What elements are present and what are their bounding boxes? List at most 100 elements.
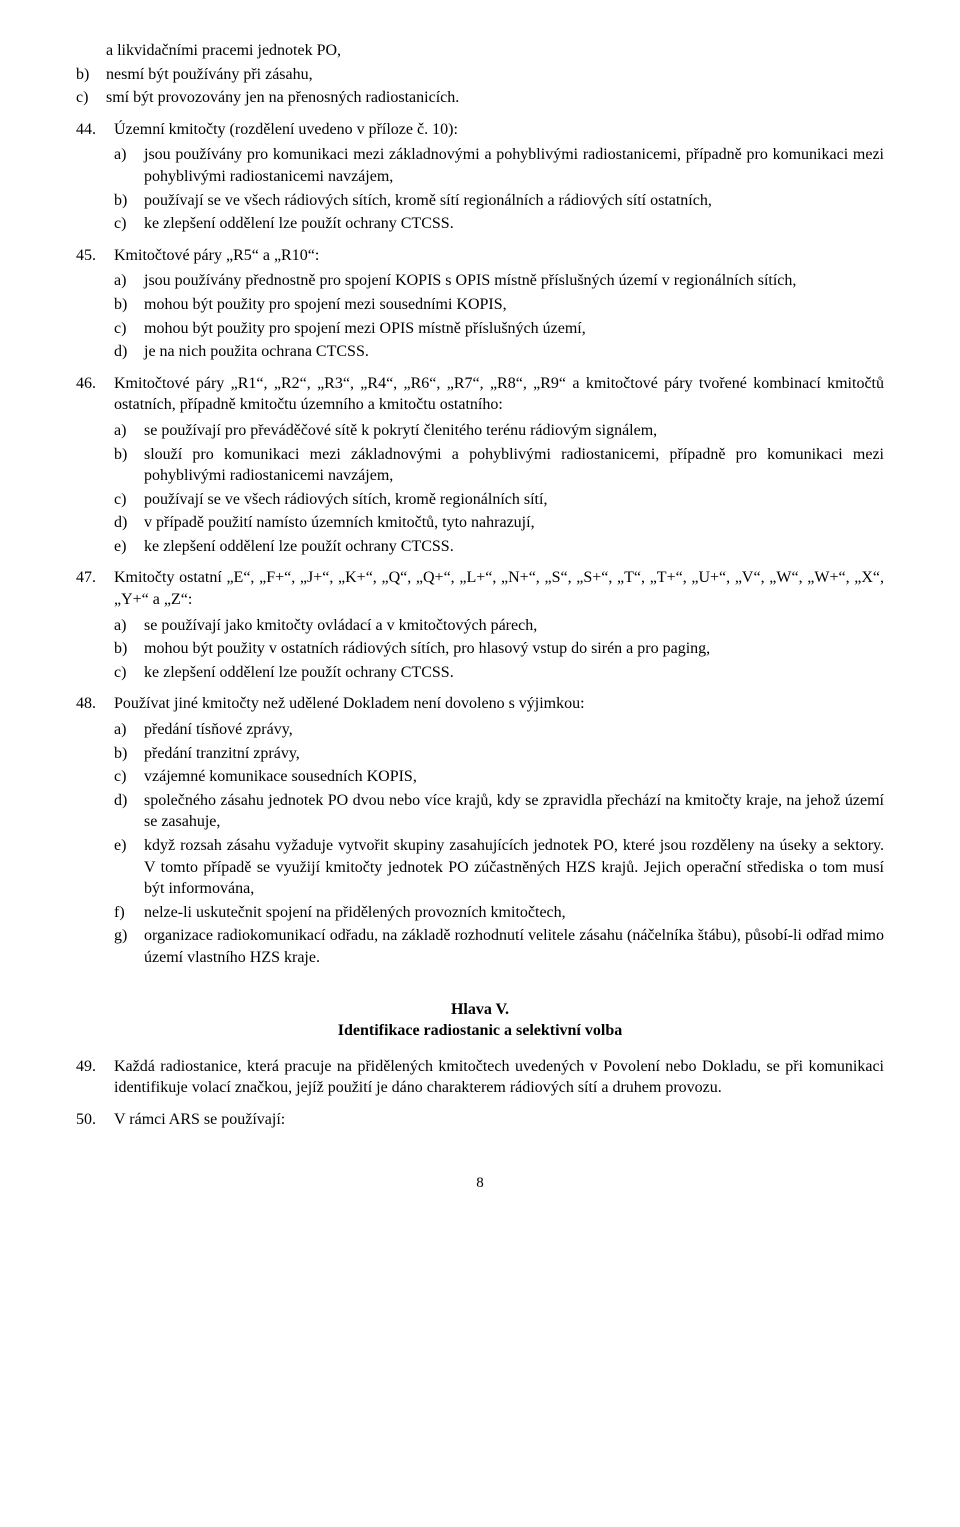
q45-a-letter: a) (114, 270, 140, 292)
q44-b-text: používají se ve všech rádiových sítích, … (144, 190, 884, 212)
q45-d-text: je na nich použita ochrana CTCSS. (144, 343, 369, 360)
q48-e-text: když rozsah zásahu vyžaduje vytvořit sku… (144, 835, 884, 900)
q47-c-letter: c) (114, 662, 140, 684)
q45-c: c)mohou být použity pro spojení mezi OPI… (114, 318, 884, 340)
q46-e-letter: e) (114, 536, 140, 558)
q46-b-text: slouží pro komunikaci mezi základnovými … (144, 444, 884, 487)
q48-f-letter: f) (114, 902, 140, 924)
q48-text: Používat jiné kmitočty než udělené Dokla… (114, 695, 585, 712)
q48-d: d)společného zásahu jednotek PO dvou neb… (114, 790, 884, 833)
q46-a-letter: a) (114, 420, 140, 442)
q47-b-letter: b) (114, 638, 140, 660)
q45-text: Kmitočtové páry „R5“ a „R10“: (114, 247, 319, 264)
page-number: 8 (76, 1173, 884, 1193)
q49-num: 49. (76, 1056, 108, 1078)
q47-c-text: ke zlepšení oddělení lze použít ochrany … (144, 664, 454, 681)
q45-num: 45. (76, 245, 108, 267)
q48-a-letter: a) (114, 719, 140, 741)
q47-text: Kmitočty ostatní „E“, „F+“, „J+“, „K+“, … (114, 567, 884, 610)
q45-a: a)jsou používány přednostně pro spojení … (114, 270, 884, 292)
q45-c-text: mohou být použity pro spojení mezi OPIS … (144, 320, 586, 337)
q46-a-text: se používají pro převáděčové sítě k pokr… (144, 422, 657, 439)
question-46: 46. Kmitočtové páry „R1“, „R2“, „R3“, „R… (76, 373, 884, 558)
q48-g-text: organizace radiokomunikací odřadu, na zá… (144, 925, 884, 968)
q46-b: b)slouží pro komunikaci mezi základnovým… (114, 444, 884, 487)
q45-d: d)je na nich použita ochrana CTCSS. (114, 341, 884, 363)
q46-d-text: v případě použití namísto územních kmito… (144, 514, 535, 531)
q44-c-text: ke zlepšení oddělení lze použít ochrany … (144, 215, 454, 232)
cont-letter-b: b) (76, 64, 102, 86)
q44-c: c)ke zlepšení oddělení lze použít ochran… (114, 213, 884, 235)
q45-b: b)mohou být použity pro spojení mezi sou… (114, 294, 884, 316)
q45-b-letter: b) (114, 294, 140, 316)
q48-e-letter: e) (114, 835, 140, 857)
q45-c-letter: c) (114, 318, 140, 340)
q46-c-text: používají se ve všech rádiových sítích, … (144, 491, 547, 508)
question-44: 44. Územní kmitočty (rozdělení uvedeno v… (76, 119, 884, 235)
q48-e: e)když rozsah zásahu vyžaduje vytvořit s… (114, 835, 884, 900)
q44-b-letter: b) (114, 190, 140, 212)
q49-text: Každá radiostanice, která pracuje na při… (114, 1056, 884, 1099)
q48-g: g)organizace radiokomunikací odřadu, na … (114, 925, 884, 968)
q48-b-text: předání tranzitní zprávy, (144, 745, 300, 762)
q44-text: Územní kmitočty (rozdělení uvedeno v pří… (114, 121, 458, 138)
cont-text-a: a likvidačními pracemi jednotek PO, (106, 42, 341, 59)
q48-a: a)předání tísňové zprávy, (114, 719, 884, 741)
q45-b-text: mohou být použity pro spojení mezi souse… (144, 296, 507, 313)
q48-a-text: předání tísňové zprávy, (144, 721, 293, 738)
q46-c: c)používají se ve všech rádiových sítích… (114, 489, 884, 511)
q47-num: 47. (76, 567, 108, 589)
question-50: 50. V rámci ARS se používají: (76, 1109, 884, 1131)
q44-a-text: jsou používány pro komunikaci mezi zákla… (144, 144, 884, 187)
q46-b-letter: b) (114, 444, 140, 466)
q47-b: b)mohou být použity v ostatních rádiovýc… (114, 638, 884, 660)
q50-text: V rámci ARS se používají: (114, 1111, 285, 1128)
q47-b-text: mohou být použity v ostatních rádiových … (144, 638, 884, 660)
continuation-block: a likvidačními pracemi jednotek PO, b) n… (76, 40, 884, 109)
q44-a-letter: a) (114, 144, 140, 166)
cont-item-b: b) nesmí být používány při zásahu, (76, 64, 884, 86)
q46-d: d)v případě použití namísto územních kmi… (114, 512, 884, 534)
q46-text: Kmitočtové páry „R1“, „R2“, „R3“, „R4“, … (114, 373, 884, 416)
question-list: 44. Územní kmitočty (rozdělení uvedeno v… (76, 119, 884, 969)
cont-letter-c: c) (76, 87, 102, 109)
q46-e-text: ke zlepšení oddělení lze použít ochrany … (144, 538, 454, 555)
q48-b: b)předání tranzitní zprávy, (114, 743, 884, 765)
question-45: 45. Kmitočtové páry „R5“ a „R10“: a)jsou… (76, 245, 884, 363)
question-47: 47. Kmitočty ostatní „E“, „F+“, „J+“, „K… (76, 567, 884, 683)
q44-c-letter: c) (114, 213, 140, 235)
q46-a: a)se používají pro převáděčové sítě k po… (114, 420, 884, 442)
q45-a-text: jsou používány přednostně pro spojení KO… (144, 270, 884, 292)
q47-a: a)se používají jako kmitočty ovládací a … (114, 615, 884, 637)
question-list-2: 49. Každá radiostanice, která pracuje na… (76, 1056, 884, 1131)
q44-a: a)jsou používány pro komunikaci mezi zák… (114, 144, 884, 187)
q48-b-letter: b) (114, 743, 140, 765)
section-heading: Hlava V. Identifikace radiostanic a sele… (76, 999, 884, 1042)
q47-c: c)ke zlepšení oddělení lze použít ochran… (114, 662, 884, 684)
q48-g-letter: g) (114, 925, 140, 947)
q46-num: 46. (76, 373, 108, 395)
q48-num: 48. (76, 693, 108, 715)
q48-f-text: nelze-li uskutečnit spojení na přidělený… (144, 904, 566, 921)
heading-hlava: Hlava V. (76, 999, 884, 1021)
q48-c: c)vzájemné komunikace sousedních KOPIS, (114, 766, 884, 788)
cont-item-a: a likvidačními pracemi jednotek PO, (76, 40, 884, 62)
question-49: 49. Každá radiostanice, která pracuje na… (76, 1056, 884, 1099)
q44-num: 44. (76, 119, 108, 141)
q46-d-letter: d) (114, 512, 140, 534)
question-48: 48. Používat jiné kmitočty než udělené D… (76, 693, 884, 968)
q50-num: 50. (76, 1109, 108, 1131)
q47-a-letter: a) (114, 615, 140, 637)
q48-d-letter: d) (114, 790, 140, 812)
q48-f: f)nelze-li uskutečnit spojení na přiděle… (114, 902, 884, 924)
cont-text-c: smí být provozovány jen na přenosných ra… (106, 89, 459, 106)
heading-title: Identifikace radiostanic a selektivní vo… (76, 1020, 884, 1042)
q48-c-letter: c) (114, 766, 140, 788)
q48-c-text: vzájemné komunikace sousedních KOPIS, (144, 768, 417, 785)
q46-e: e)ke zlepšení oddělení lze použít ochran… (114, 536, 884, 558)
q48-d-text: společného zásahu jednotek PO dvou nebo … (144, 790, 884, 833)
q46-c-letter: c) (114, 489, 140, 511)
cont-text-b: nesmí být používány při zásahu, (106, 66, 313, 83)
q44-b: b)používají se ve všech rádiových sítích… (114, 190, 884, 212)
cont-item-c: c) smí být provozovány jen na přenosných… (76, 87, 884, 109)
